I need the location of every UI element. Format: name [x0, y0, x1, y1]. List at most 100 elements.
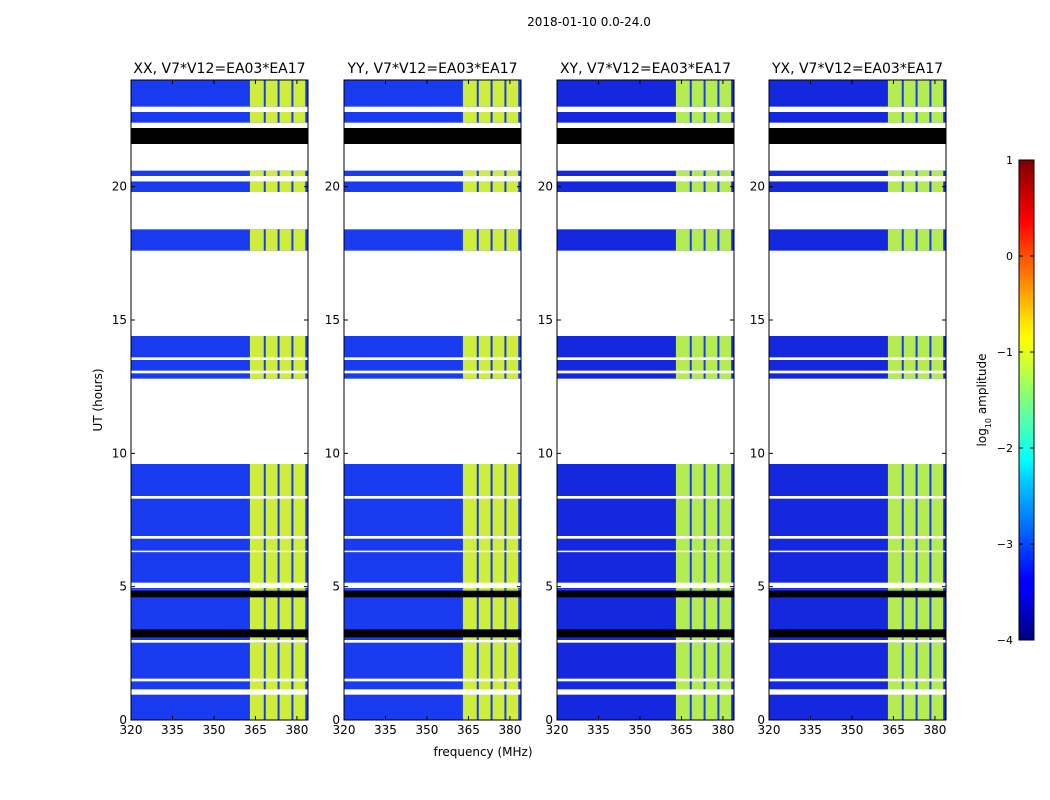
- rfi-channel-gap: [263, 112, 266, 123]
- white-gap: [769, 536, 946, 539]
- white-gap: [131, 689, 308, 695]
- rfi-channel-gap: [717, 80, 720, 107]
- colorbar-tick-label: −2: [997, 442, 1013, 455]
- data-block: [131, 181, 308, 192]
- white-gap: [557, 496, 734, 499]
- rfi-channel-gap: [915, 112, 918, 123]
- rfi-channel-gap: [504, 181, 507, 192]
- x-tick-label: 320: [758, 723, 781, 737]
- rfi-channel-gap: [929, 112, 932, 123]
- y-tick-label: 15: [112, 313, 127, 327]
- x-tick-label: 350: [629, 723, 652, 737]
- white-gap: [557, 689, 734, 695]
- white-gap: [557, 536, 734, 539]
- y-axis-label: UT (hours): [91, 368, 105, 431]
- y-tick-label: 20: [112, 180, 127, 194]
- y-tick-label: 0: [332, 713, 340, 727]
- white-gap: [131, 357, 308, 360]
- white-gap: [344, 176, 521, 182]
- data-block: [769, 181, 946, 192]
- rfi-channel-gap: [504, 336, 507, 379]
- colorbar-tick-label: −4: [997, 634, 1013, 647]
- rfi-channel-gap: [263, 170, 266, 176]
- white-gap: [557, 678, 734, 682]
- y-tick-label: 10: [325, 446, 340, 460]
- rfi-channel-gap: [915, 589, 918, 640]
- x-tick-label: 320: [546, 723, 569, 737]
- x-tick-label: 335: [799, 723, 822, 737]
- rfi-channel-gap: [490, 464, 493, 590]
- data-block: [769, 112, 946, 123]
- panel-title: YY, V7*V12=EA03*EA17: [346, 61, 517, 77]
- rfi-channel-gap: [717, 464, 720, 590]
- colorbar-tick-label: 0: [1006, 250, 1013, 263]
- rfi-channel-gap: [901, 80, 904, 107]
- x-tick-label: 365: [244, 723, 267, 737]
- rfi-channel-gap: [689, 589, 692, 640]
- rfi-channel-gap: [263, 80, 266, 107]
- colorbar: 1 0 −1 −2 −3 −4 log10 amplitude: [975, 154, 1035, 647]
- white-gap: [557, 176, 734, 182]
- panel-title: YX, V7*V12=EA03*EA17: [771, 61, 943, 77]
- rfi-channel-gap: [476, 589, 479, 640]
- white-gap: [769, 582, 946, 588]
- rfi-channel-gap: [929, 336, 932, 379]
- rfi-channel-gap: [915, 229, 918, 251]
- panel-1: XX, V7*V12=EA03*EA17 320 335 350 365 380 0 5 10 1…: [112, 61, 309, 737]
- y-tick-label: 5: [757, 580, 765, 594]
- white-gap: [344, 370, 521, 374]
- white-gap: [344, 689, 521, 695]
- rfi-channel-gap: [703, 80, 706, 107]
- white-gap: [131, 370, 308, 374]
- x-tick-label: 380: [498, 723, 521, 737]
- y-tick-label: 0: [757, 713, 765, 727]
- rfi-channel-gap: [263, 589, 266, 640]
- x-tick-label: 350: [416, 723, 439, 737]
- rfi-channel-gap: [689, 336, 692, 379]
- rfi-channel-gap: [717, 112, 720, 123]
- rfi-channel-gap: [929, 80, 932, 107]
- rfi-channel-gap: [901, 229, 904, 251]
- rfi-channel-gap: [504, 229, 507, 251]
- rfi-channel-gap: [277, 589, 280, 640]
- flagged-range: [769, 590, 946, 598]
- rfi-channel-gap: [901, 170, 904, 176]
- panel-title: XX, V7*V12=EA03*EA17: [133, 61, 305, 77]
- rfi-channel-gap: [689, 112, 692, 123]
- rfi-channel-gap: [291, 229, 294, 251]
- white-gap: [769, 550, 946, 553]
- panel-2: YY, V7*V12=EA03*EA17 320 335 350 365 380 0 5 10 1…: [325, 61, 522, 737]
- rfi-channel-gap: [689, 170, 692, 176]
- x-tick-label: 320: [120, 723, 143, 737]
- x-tick-label: 335: [374, 723, 397, 737]
- white-gap: [131, 536, 308, 539]
- y-tick-label: 10: [112, 446, 127, 460]
- y-tick-label: 20: [538, 180, 553, 194]
- white-gap: [557, 550, 734, 553]
- rfi-channel-gap: [490, 589, 493, 640]
- rfi-channel-gap: [504, 464, 507, 590]
- rfi-channel-gap: [929, 181, 932, 192]
- rfi-channel-gap: [901, 181, 904, 192]
- rfi-channel-gap: [504, 112, 507, 123]
- white-gap: [131, 496, 308, 499]
- panel-3: XY, V7*V12=EA03*EA17 320 335 350 365 380 0 5 10 1…: [538, 61, 735, 737]
- rfi-channel-gap: [263, 181, 266, 192]
- x-tick-label: 365: [670, 723, 693, 737]
- rfi-channel-gap: [703, 170, 706, 176]
- white-gap: [344, 536, 521, 539]
- rfi-channel-gap: [915, 181, 918, 192]
- panel-frame: [556, 79, 735, 721]
- rfi-channel-gap: [277, 112, 280, 123]
- rfi-channel-gap: [689, 181, 692, 192]
- rfi-channel-gap: [490, 112, 493, 123]
- rfi-channel-gap: [490, 229, 493, 251]
- white-gap: [769, 370, 946, 374]
- x-axis-label: frequency (MHz): [433, 745, 532, 759]
- colorbar-tick-label: −3: [997, 538, 1013, 551]
- rfi-channel-gap: [901, 589, 904, 640]
- colorbar-gradient: [1018, 159, 1035, 641]
- white-gap: [769, 678, 946, 682]
- data-block: [344, 181, 521, 192]
